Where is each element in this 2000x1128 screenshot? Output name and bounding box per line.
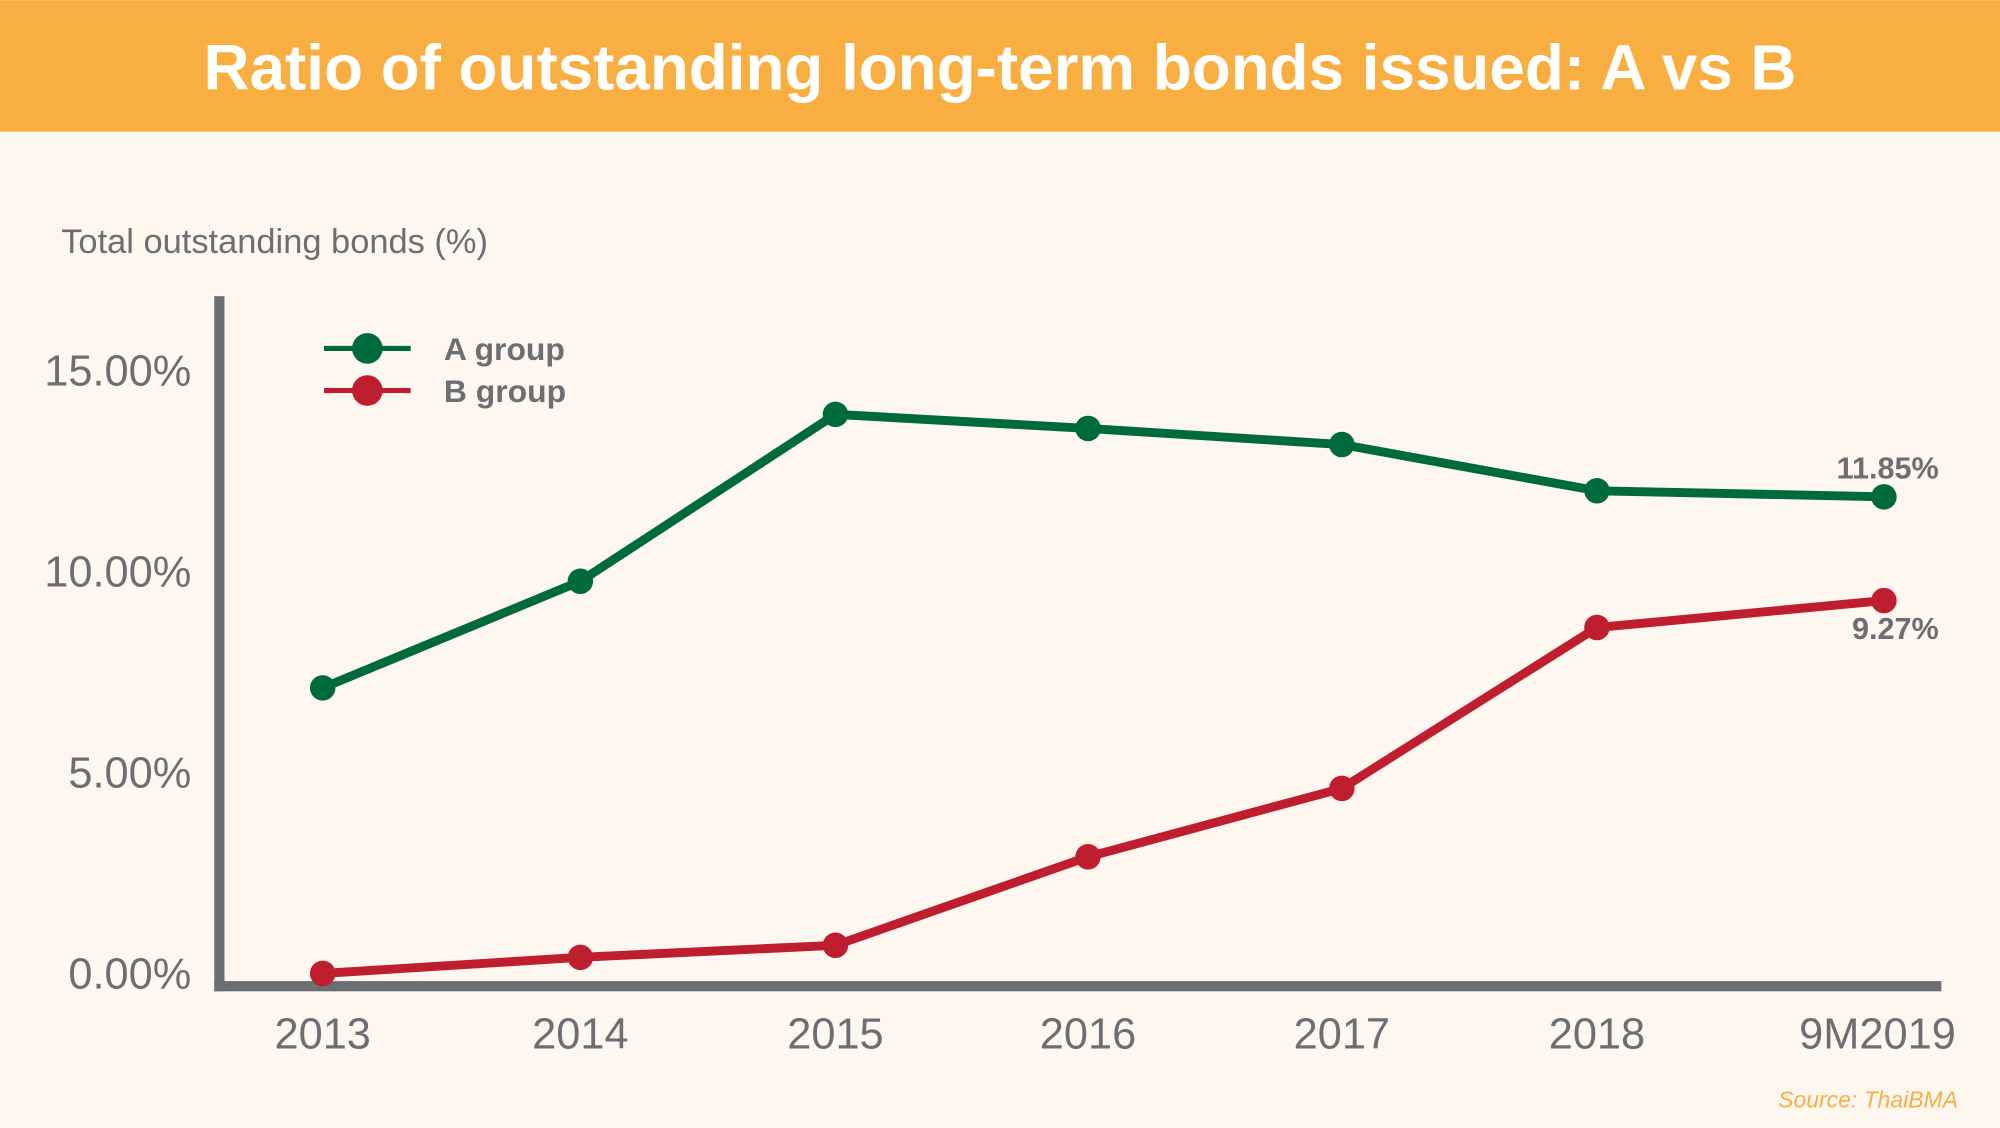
data-point-a — [1329, 431, 1355, 458]
data-point-a — [1871, 484, 1897, 510]
data-point-a — [567, 568, 594, 595]
source-note: Source: ThaiBMA — [1778, 1086, 1958, 1112]
data-point-a — [822, 401, 849, 428]
y-tick-label: 15.00% — [44, 347, 191, 395]
data-point-a — [309, 675, 336, 701]
y-tick-label: 10.00% — [44, 549, 191, 597]
data-label-a-last: 11.85% — [1837, 452, 1939, 486]
x-tick-label: 2013 — [274, 1011, 370, 1059]
legend: A group B group — [323, 331, 566, 409]
x-tick-label: 2018 — [1549, 1011, 1645, 1059]
legend-marker-a — [352, 333, 383, 364]
x-axis-line — [214, 981, 1942, 992]
y-tick-label: 5.00% — [68, 750, 191, 798]
x-tick-label: 2017 — [1294, 1011, 1390, 1059]
series-line-b — [322, 596, 1885, 978]
series-line-a — [320, 409, 1885, 692]
data-point-a — [1075, 415, 1101, 442]
y-axis-label: Total outstanding bonds (%) — [61, 223, 488, 261]
data-point-b — [567, 944, 594, 971]
header-bar — [0, 0, 2000, 132]
x-tick-label: 2015 — [787, 1011, 883, 1059]
x-tick-label: 9M2019 — [1799, 1011, 1956, 1059]
data-label-b-last: 9.27% — [1852, 612, 1939, 646]
data-point-b — [822, 932, 849, 959]
chart-title: Ratio of outstanding long-term bonds iss… — [204, 32, 1797, 104]
legend-marker-b — [352, 375, 383, 406]
data-point-b — [1329, 775, 1355, 802]
x-tick-label: 2016 — [1040, 1011, 1136, 1059]
y-tick-label: 0.00% — [68, 951, 191, 999]
legend-label-a: A group — [444, 331, 565, 367]
legend-label-b: B group — [444, 373, 566, 409]
data-point-b — [1584, 614, 1610, 641]
data-point-b — [1075, 844, 1101, 870]
data-point-a — [1584, 478, 1610, 504]
data-point-b — [309, 960, 336, 987]
data-point-b — [1871, 587, 1897, 614]
y-axis-line — [214, 296, 225, 992]
x-tick-label: 2014 — [532, 1011, 628, 1059]
